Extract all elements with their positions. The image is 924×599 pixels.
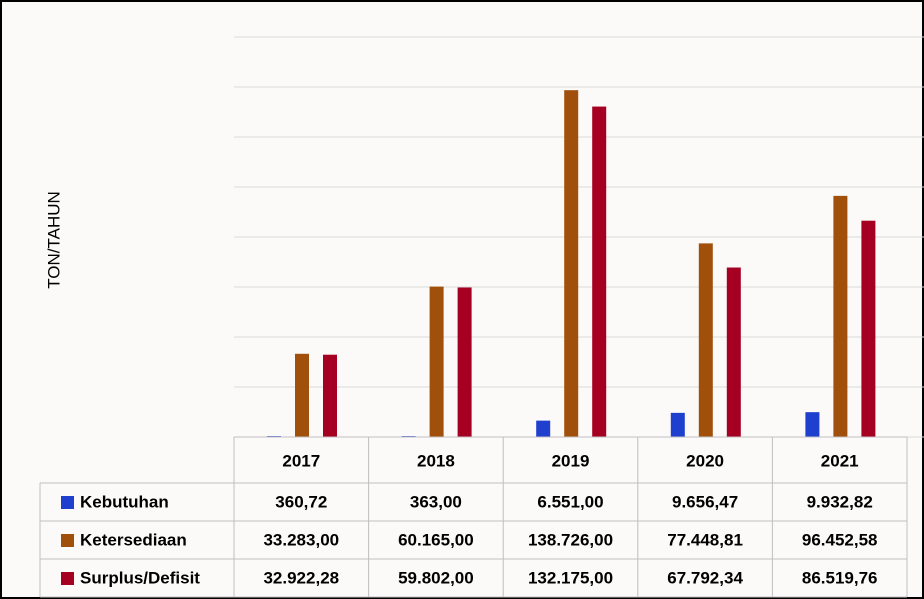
bar: [671, 413, 685, 437]
table-value: 67.792,34: [667, 568, 743, 587]
bar: [430, 287, 444, 437]
chart: TON/TAHUN 2017 2018 2019 2020 2021 Kebutuhan 3…: [0, 0, 924, 599]
bar: [699, 243, 713, 437]
legend-label: Ketersediaan: [80, 530, 187, 549]
table-value: 32.922,28: [263, 568, 339, 587]
table-value: 86.519,76: [802, 568, 878, 587]
table-value: 59.802,00: [398, 568, 474, 587]
table-value: 9.656,47: [672, 492, 738, 511]
bar: [295, 354, 309, 437]
table-header: 2021: [821, 451, 859, 470]
y-axis-title: TON/TAHUN: [44, 191, 63, 289]
legend-label: Surplus/Defisit: [80, 568, 200, 587]
bar: [323, 355, 337, 437]
table-header: 2018: [417, 451, 455, 470]
bar: [833, 196, 847, 437]
page: {"chart_data": {"type": "bar", "y_label"…: [0, 0, 924, 599]
bar: [564, 90, 578, 437]
legend-swatch: [61, 534, 74, 547]
table-value: 363,00: [410, 492, 462, 511]
table-value: 33.283,00: [263, 530, 339, 549]
table-value: 96.452,58: [802, 530, 878, 549]
bar: [458, 287, 472, 437]
table-header: 2020: [686, 451, 724, 470]
table-value: 132.175,00: [528, 568, 613, 587]
bar: [592, 107, 606, 437]
bar: [805, 412, 819, 437]
table-value: 6.551,00: [537, 492, 603, 511]
bar: [727, 268, 741, 437]
table-value: 138.726,00: [528, 530, 613, 549]
table-header: 2019: [552, 451, 590, 470]
table-value: 77.448,81: [667, 530, 743, 549]
bar: [861, 221, 875, 437]
table-value: 60.165,00: [398, 530, 474, 549]
legend-swatch: [61, 572, 74, 585]
table-value: 9.932,82: [807, 492, 873, 511]
legend-swatch: [61, 496, 74, 509]
legend-label: Kebutuhan: [80, 492, 169, 511]
table-header: 2017: [282, 451, 320, 470]
bar: [536, 421, 550, 437]
table-value: 360,72: [275, 492, 327, 511]
